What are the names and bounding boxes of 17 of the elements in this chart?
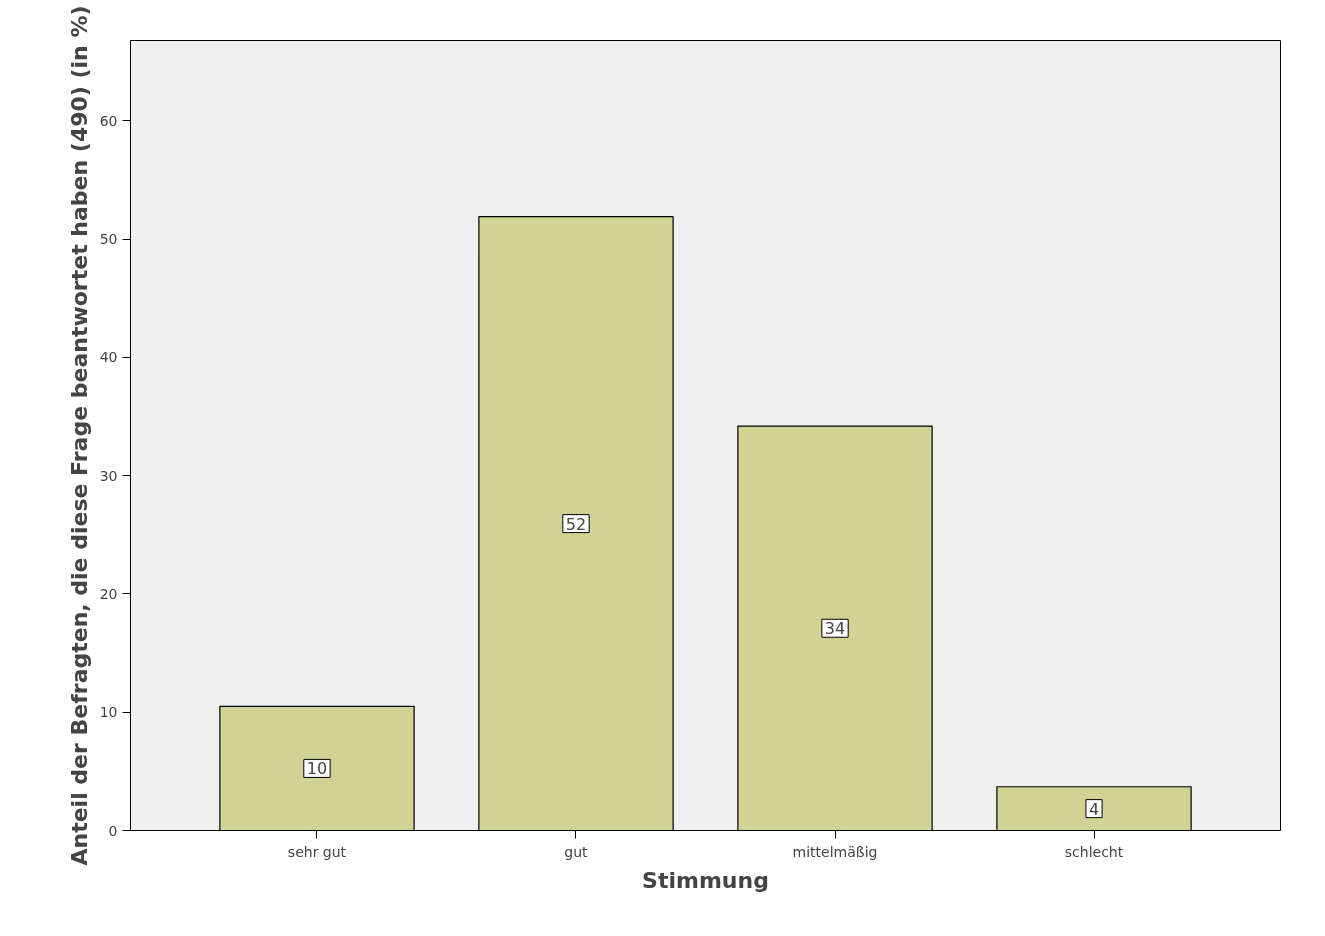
data-label: 34 [824, 619, 846, 639]
data-label: 52 [565, 514, 587, 534]
y-tick-label: 0 [108, 822, 118, 839]
data-label: 10 [306, 759, 328, 779]
y-tick-label: 20 [99, 585, 118, 602]
x-axis-title: Stimmung [642, 867, 769, 893]
x-tick-label: sehr gut [287, 843, 347, 860]
y-tick-label: 30 [99, 467, 118, 484]
x-tick-label: schlecht [1064, 843, 1124, 860]
data-label: 4 [1088, 799, 1100, 819]
y-tick-label: 10 [99, 704, 118, 721]
y-axis-title: Anteil der Befragten, die diese Frage beantwortet haben (490) (in %) [66, 5, 92, 866]
y-tick-label: 60 [99, 112, 118, 129]
x-tick-label: gut [564, 843, 589, 860]
y-tick-label: 50 [99, 231, 118, 248]
y-tick-label: 40 [99, 349, 118, 366]
x-tick-label: mittelmäßig [792, 843, 878, 860]
